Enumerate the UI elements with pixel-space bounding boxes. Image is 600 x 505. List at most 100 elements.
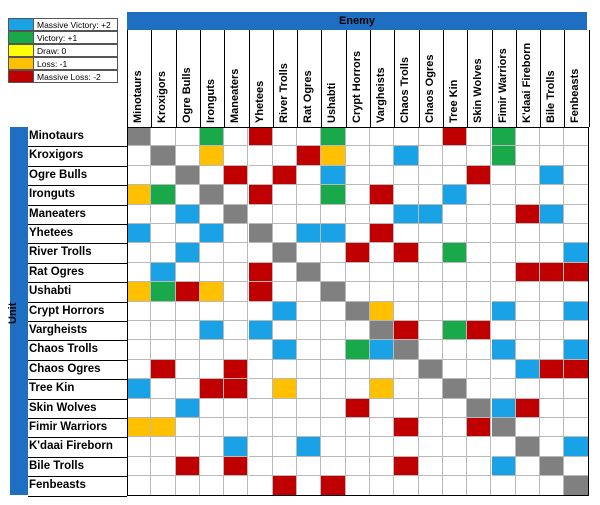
matchup-cell (127, 262, 152, 283)
matchup-cell (321, 185, 346, 205)
matchup-cell (224, 456, 249, 477)
legend-label: Massive Loss: -2 (37, 72, 101, 82)
matchup-cell (199, 418, 225, 438)
row-label: Bile Trolls (29, 459, 84, 472)
row-label: Rat Ogres (29, 265, 84, 278)
matchup-cell (394, 321, 419, 341)
matchup-cell (370, 282, 395, 302)
matchup-cell (199, 321, 225, 341)
column-label: Chaos Ogres (423, 54, 436, 123)
legend-item: Massive Victory: +2 (8, 18, 118, 31)
matchup-cell (370, 301, 395, 321)
matchup-cell (491, 379, 516, 399)
matchup-cell (297, 204, 322, 224)
matchup-cell (345, 262, 370, 283)
column-divider (467, 30, 469, 127)
row-divider (28, 456, 127, 458)
matchup-cell (370, 127, 395, 147)
matchup-cell (321, 340, 346, 360)
matchup-cell (491, 301, 516, 321)
matchup-cell (418, 127, 443, 147)
matchup-cell (345, 321, 370, 341)
matchup-cell (224, 243, 249, 263)
matchup-cell (272, 165, 298, 186)
matchup-cell (297, 301, 322, 321)
matchup-cell (345, 418, 370, 438)
matchup-cell (345, 398, 370, 418)
matchup-cell (151, 418, 176, 438)
matchup-cell (370, 185, 395, 205)
matchup-cell (151, 379, 176, 399)
matchup-cell (467, 243, 492, 263)
matchup-cell (515, 398, 541, 418)
matchup-cell (175, 165, 200, 186)
legend-label: Loss: -1 (37, 59, 68, 69)
matchup-cell (540, 359, 565, 380)
matchup-cell (175, 127, 200, 147)
matchup-cell (272, 282, 298, 302)
row-label: Chaos Ogres (29, 362, 101, 375)
matchup-cell (394, 185, 419, 205)
matchup-cell (345, 437, 370, 457)
matchup-cell (297, 321, 322, 341)
row-label: Kroxigors (29, 149, 84, 162)
row-label: Skin Wolves (29, 401, 97, 414)
matchup-cell (418, 204, 443, 224)
matchup-cell (321, 146, 346, 166)
matchup-cell (297, 185, 322, 205)
matchup-cell (175, 398, 200, 418)
matchup-cell (151, 340, 176, 360)
column-label: River Trolls (277, 63, 290, 123)
matchup-cell (321, 321, 346, 341)
matchup-cell (297, 282, 322, 302)
matchup-cell (540, 243, 565, 263)
matchup-cell (394, 282, 419, 302)
enemy-header: Enemy (127, 12, 587, 30)
matchup-cell (345, 340, 370, 360)
unit-header-bar (10, 127, 28, 495)
matchup-cell (345, 146, 370, 166)
column-label: Maneaters (229, 68, 242, 123)
matchup-cell (297, 456, 322, 477)
matchup-cell (127, 321, 152, 341)
row-divider (28, 204, 127, 206)
column-divider (151, 30, 153, 127)
matchup-cell (224, 204, 249, 224)
matchup-cell (272, 127, 298, 147)
matchup-cell (248, 165, 273, 186)
matchup-cell (224, 398, 249, 418)
row-divider (28, 301, 127, 303)
column-divider (297, 30, 299, 127)
matchup-cell (224, 359, 249, 380)
column-label: Rat Ogres (302, 70, 315, 123)
matchup-cell (394, 418, 419, 438)
matchup-cell (467, 379, 492, 399)
legend-swatch (9, 32, 34, 43)
matchup-cell (467, 282, 492, 302)
matchup-cell (175, 379, 200, 399)
matchup-cell (370, 398, 395, 418)
matchup-cell (491, 282, 516, 302)
matchup-cell (151, 224, 176, 244)
matchup-cell (321, 301, 346, 321)
matchup-cell (199, 437, 225, 457)
matchup-cell (418, 224, 443, 244)
matchup-cell (394, 262, 419, 283)
matchup-cell (540, 379, 565, 399)
column-label: Ironguts (204, 79, 217, 123)
matchup-cell (272, 321, 298, 341)
matchup-cell (370, 379, 395, 399)
matchup-cell (321, 398, 346, 418)
matchup-cell (297, 379, 322, 399)
matchup-cell (248, 379, 273, 399)
column-label: Ogre Bulls (180, 67, 193, 123)
matchup-cell (540, 165, 565, 186)
matchup-cell (540, 437, 565, 457)
matchup-cell (272, 224, 298, 244)
matchup-cell (370, 146, 395, 166)
matchup-cell (515, 437, 541, 457)
matchup-cell (127, 379, 152, 399)
matchup-cell (370, 437, 395, 457)
matchup-cell (224, 321, 249, 341)
matchup-cell (272, 146, 298, 166)
